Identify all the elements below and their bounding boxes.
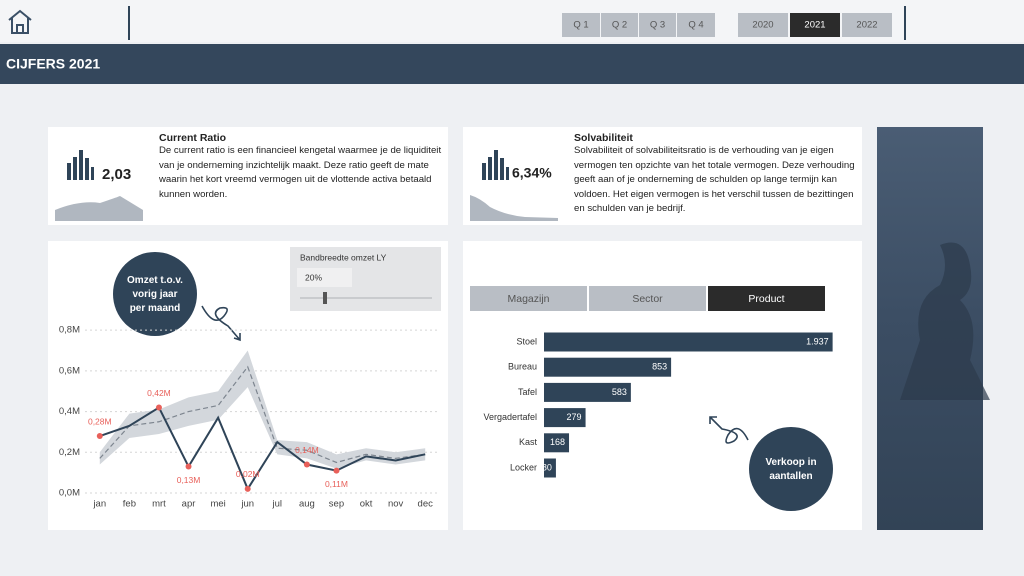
header-title: CIJFERS 2021 bbox=[6, 56, 100, 72]
slider-label: Bandbreedte omzet LY bbox=[300, 252, 387, 262]
x-tick-label: sep bbox=[329, 499, 344, 510]
quarter-button[interactable] bbox=[601, 13, 638, 37]
sparkline bbox=[55, 196, 143, 221]
year-label: 2021 bbox=[804, 20, 825, 31]
kpi-description: De current ratio is een financieel kenge… bbox=[159, 145, 442, 200]
y-tick-label: Locker bbox=[510, 462, 537, 472]
x-tick-label: jun bbox=[240, 499, 254, 510]
annotation-bubble bbox=[113, 252, 197, 336]
x-tick-label: feb bbox=[123, 499, 136, 510]
x-tick-label: mrt bbox=[152, 499, 166, 510]
header-band bbox=[0, 44, 1024, 84]
y-tick-label: 0,2M bbox=[59, 447, 80, 458]
slider-thumb[interactable] bbox=[323, 292, 327, 304]
kpi-value: 2,03 bbox=[102, 166, 131, 183]
y-tick-label: Tafel bbox=[518, 387, 537, 397]
value-label: 853 bbox=[652, 362, 667, 372]
quarter-label: Q 1 bbox=[573, 20, 588, 31]
value-label: 0,28M bbox=[88, 416, 112, 426]
value-label: 0,11M bbox=[325, 479, 348, 489]
kpi-icon bbox=[482, 150, 509, 180]
quarter-button[interactable] bbox=[677, 13, 715, 37]
y-tick-label: Bureau bbox=[508, 362, 537, 372]
kpi-title: Solvabiliteit bbox=[574, 132, 633, 144]
bar bbox=[544, 408, 586, 428]
value-label: 0,13M bbox=[177, 475, 201, 485]
home-icon[interactable] bbox=[8, 9, 32, 34]
y-tick-label: Vergadertafel bbox=[483, 412, 537, 422]
point bbox=[303, 461, 310, 468]
x-tick-label: okt bbox=[360, 499, 373, 510]
annotation: Verkoop in aantallen bbox=[765, 457, 816, 482]
sparkline bbox=[470, 195, 558, 221]
kpi-card bbox=[463, 127, 862, 225]
quarter-label: Q 2 bbox=[612, 20, 627, 31]
y-tick-label: 0,4M bbox=[59, 406, 80, 417]
annotation-bubble bbox=[749, 427, 833, 511]
value-label: 168 bbox=[550, 437, 565, 447]
annotation: Omzet t.o.v. vorig jaar per maand bbox=[127, 275, 183, 314]
y-tick-label: 0,6M bbox=[59, 365, 80, 376]
quarter-label: Q 4 bbox=[688, 20, 703, 31]
bar bbox=[544, 357, 672, 377]
x-tick-label: jul bbox=[272, 499, 283, 510]
ly-line bbox=[99, 365, 426, 464]
bar bbox=[544, 433, 570, 453]
kpi-description: Solvabiliteit of solvabiliteitsratio is … bbox=[574, 145, 855, 214]
bar bbox=[544, 382, 631, 402]
tab[interactable] bbox=[708, 286, 825, 311]
year-button[interactable] bbox=[738, 13, 788, 37]
point bbox=[333, 467, 340, 474]
band-area bbox=[99, 350, 426, 469]
tab[interactable] bbox=[589, 286, 706, 311]
y-tick-label: Stoel bbox=[516, 336, 537, 346]
value-label: 80 bbox=[542, 462, 552, 472]
tab-label: Magazijn bbox=[507, 293, 549, 305]
y-tick-label: Kast bbox=[519, 437, 538, 447]
x-tick-label: jan bbox=[92, 499, 106, 510]
year-label: 2022 bbox=[856, 20, 877, 31]
kpi-icon bbox=[67, 150, 94, 180]
x-tick-label: apr bbox=[182, 499, 196, 510]
squiggle-arrow bbox=[201, 305, 241, 342]
slider-value: 20% bbox=[305, 272, 322, 282]
quarter-label: Q 3 bbox=[650, 20, 665, 31]
point bbox=[96, 433, 103, 440]
bar bbox=[544, 458, 556, 478]
value-label: 0,14M bbox=[295, 445, 319, 455]
squiggle-arrow bbox=[709, 416, 749, 444]
kpi-title: Current Ratio bbox=[159, 132, 226, 144]
y-tick-label: 0,0M bbox=[59, 488, 80, 499]
chess-piece bbox=[900, 242, 990, 400]
x-tick-label: dec bbox=[418, 499, 434, 510]
tab-label: Product bbox=[748, 293, 784, 305]
value-label: 583 bbox=[612, 387, 627, 397]
x-tick-label: mei bbox=[210, 499, 225, 510]
x-tick-label: aug bbox=[299, 499, 315, 510]
year-button[interactable] bbox=[790, 13, 840, 37]
point bbox=[185, 463, 192, 470]
value-label: 279 bbox=[567, 412, 582, 422]
year-button[interactable] bbox=[842, 13, 892, 37]
y-tick-label: 0,8M bbox=[59, 325, 80, 336]
quarter-button[interactable] bbox=[639, 13, 676, 37]
value-label: 0,02M bbox=[236, 469, 260, 479]
bar bbox=[544, 332, 833, 352]
kpi-value: 6,34% bbox=[512, 165, 552, 181]
tab-label: Sector bbox=[632, 293, 663, 305]
tab[interactable] bbox=[470, 286, 587, 311]
point bbox=[244, 485, 251, 492]
actual-line bbox=[99, 406, 426, 492]
point bbox=[155, 404, 162, 411]
x-tick-label: nov bbox=[388, 499, 404, 510]
year-label: 2020 bbox=[752, 20, 773, 31]
quarter-button[interactable] bbox=[562, 13, 600, 37]
slider-input[interactable] bbox=[297, 268, 352, 287]
value-label: 1.937 bbox=[806, 336, 829, 346]
value-label: 0,42M bbox=[147, 388, 171, 398]
